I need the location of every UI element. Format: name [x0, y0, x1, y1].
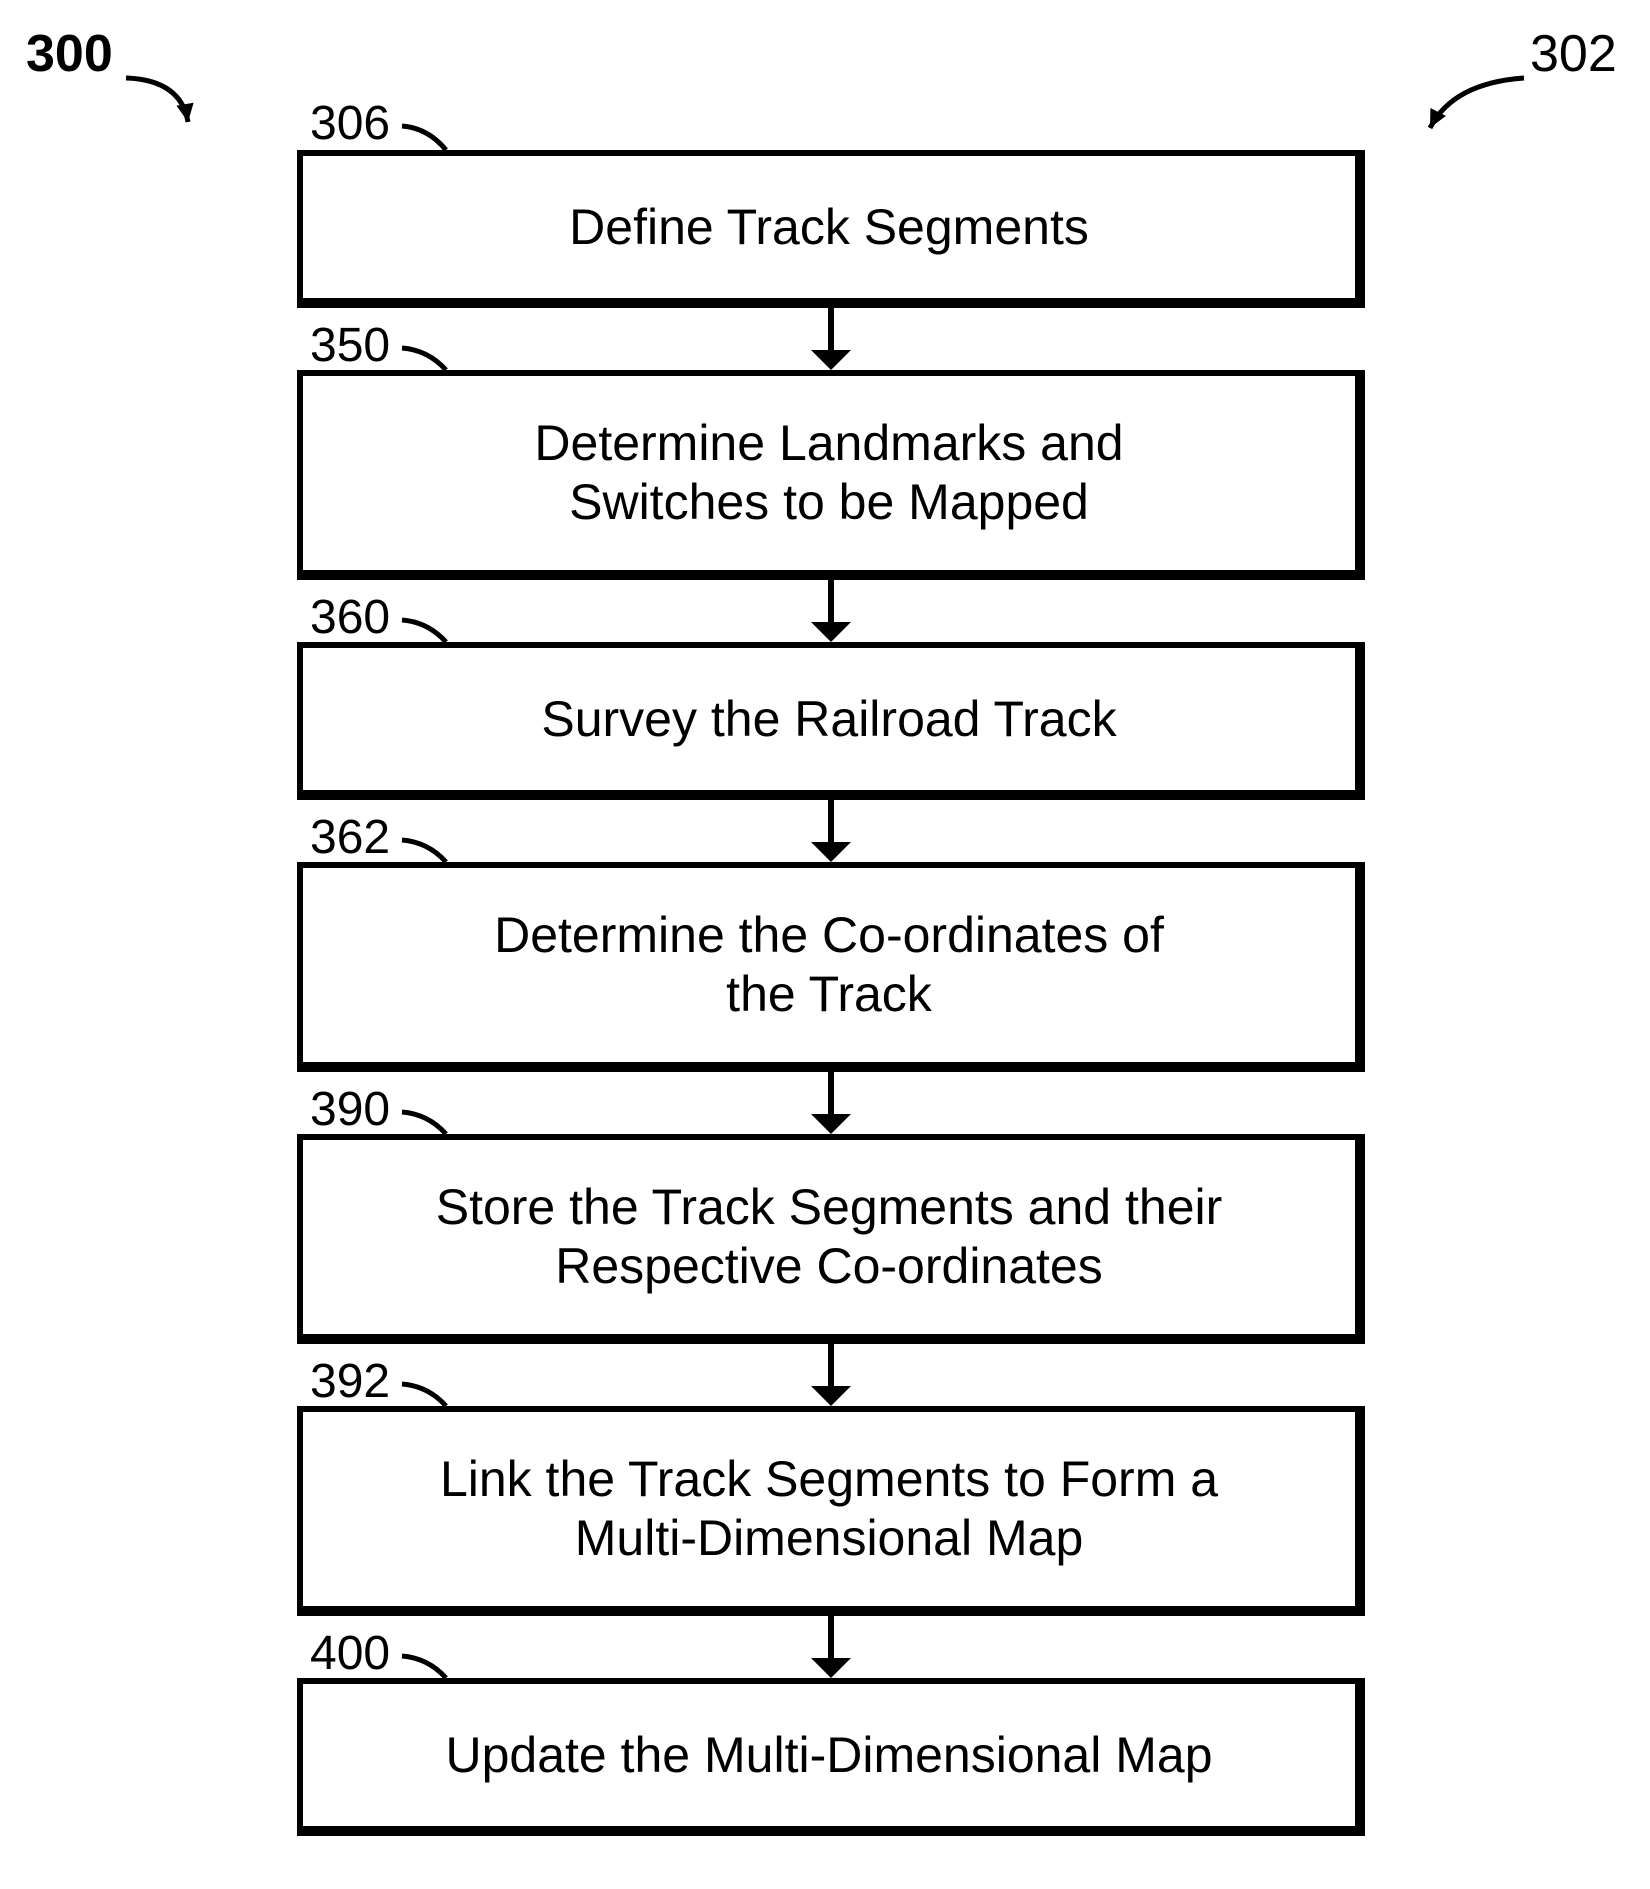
- flow-step-362: Determine the Co-ordinates ofthe Track: [297, 862, 1365, 1072]
- step-label-392: 392: [310, 1354, 390, 1409]
- flow-arrowhead-392-400: [811, 1658, 851, 1678]
- label-hook-390: [394, 1104, 454, 1142]
- flow-arrow-362-390: [828, 1072, 834, 1116]
- flowchart-canvas: 300302Define Track Segments306Determine …: [0, 0, 1650, 1889]
- flow-arrowhead-306-350: [811, 350, 851, 370]
- step-label-350: 350: [310, 318, 390, 373]
- label-hook-350: [394, 340, 454, 378]
- flow-step-text: Determine the Co-ordinates ofthe Track: [331, 906, 1327, 1024]
- flow-arrow-392-400: [828, 1616, 834, 1660]
- label-hook-400: [394, 1648, 454, 1686]
- step-label-390: 390: [310, 1082, 390, 1137]
- flow-step-390: Store the Track Segments and theirRespec…: [297, 1134, 1365, 1344]
- flow-arrow-390-392: [828, 1344, 834, 1388]
- flow-step-text: Store the Track Segments and theirRespec…: [331, 1178, 1327, 1296]
- leader-arrow-300: [96, 48, 218, 152]
- leader-arrow-302: [1400, 48, 1554, 158]
- flow-step-text: Define Track Segments: [331, 198, 1327, 257]
- label-hook-360: [394, 612, 454, 650]
- flow-arrow-360-362: [828, 800, 834, 844]
- step-label-400: 400: [310, 1626, 390, 1681]
- flow-step-text: Update the Multi-Dimensional Map: [331, 1726, 1327, 1785]
- flow-step-350: Determine Landmarks andSwitches to be Ma…: [297, 370, 1365, 580]
- step-label-306: 306: [310, 96, 390, 151]
- flow-step-360: Survey the Railroad Track: [297, 642, 1365, 800]
- flow-step-text: Survey the Railroad Track: [331, 690, 1327, 749]
- flow-step-400: Update the Multi-Dimensional Map: [297, 1678, 1365, 1836]
- flow-step-392: Link the Track Segments to Form aMulti-D…: [297, 1406, 1365, 1616]
- flow-arrowhead-350-360: [811, 622, 851, 642]
- label-hook-392: [394, 1376, 454, 1414]
- flow-step-text: Link the Track Segments to Form aMulti-D…: [331, 1450, 1327, 1568]
- flow-arrowhead-390-392: [811, 1386, 851, 1406]
- label-hook-362: [394, 832, 454, 870]
- label-hook-306: [394, 118, 454, 158]
- flow-step-306: Define Track Segments: [297, 150, 1365, 308]
- flow-arrow-306-350: [828, 308, 834, 352]
- step-label-360: 360: [310, 590, 390, 645]
- flow-arrow-350-360: [828, 580, 834, 624]
- flow-arrowhead-360-362: [811, 842, 851, 862]
- flow-arrowhead-362-390: [811, 1114, 851, 1134]
- step-label-362: 362: [310, 810, 390, 865]
- flow-step-text: Determine Landmarks andSwitches to be Ma…: [331, 414, 1327, 532]
